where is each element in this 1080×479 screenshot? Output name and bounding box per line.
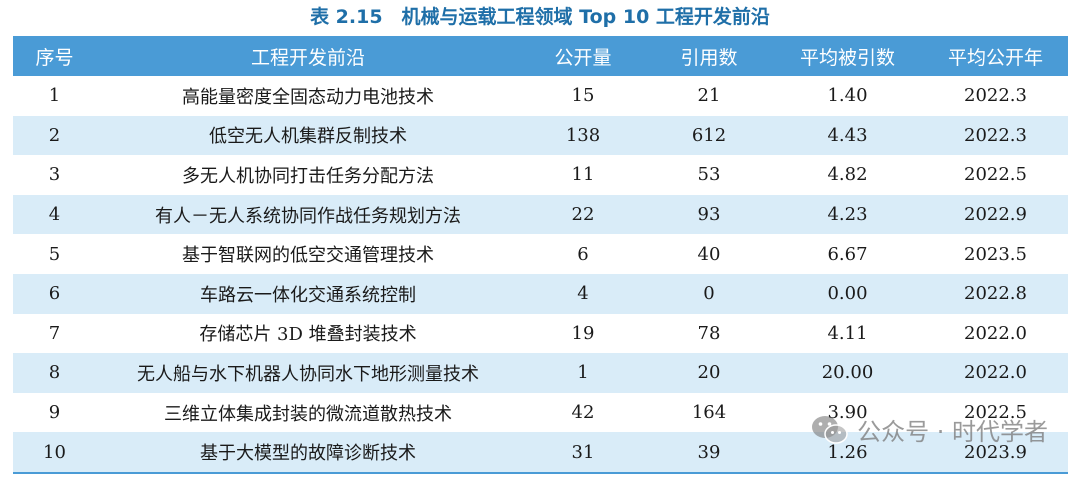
cell-topic: 无人船与水下机器人协同水下地形测量技术 [96,353,520,393]
table-row: 9 三维立体集成封装的微流道散热技术 42 164 3.90 2022.5 [13,393,1068,433]
cell-avg-year: 2022.3 [964,85,1027,107]
cell-rank: 9 [48,402,61,424]
table-row: 2 低空无人机集群反制技术 138 612 4.43 2022.3 [13,115,1068,156]
cell-avg-year: 2022.9 [923,194,1068,235]
cell-published: 11 [571,164,595,186]
cell-avg-year: 2022.8 [923,273,1068,314]
cell-topic: 车路云一体化交通系统控制 [96,273,520,314]
cell-avg-year: 2023.5 [964,243,1027,265]
cell-published: 19 [571,322,595,344]
cell-cited: 39 [646,432,772,474]
cell-avg-cited: 20.00 [772,353,923,393]
cell-published: 15 [571,85,595,107]
cell-cited: 53 [697,164,721,186]
cell-avg-year: 2022.5 [964,164,1027,186]
wechat-icon [812,415,848,444]
cell-published: 22 [520,194,646,235]
cell-avg-year: 2022.3 [923,115,1068,156]
cell-published: 6 [577,243,589,265]
cell-avg-cited: 4.43 [772,115,923,156]
cell-topic: 高能量密度全固态动力电池技术 [182,86,434,108]
cell-topic: 三维立体集成封装的微流道散热技术 [164,403,452,425]
cell-avg-cited: 1.40 [827,85,868,107]
cell-published: 31 [520,432,646,474]
header-published: 公开量 [520,36,646,76]
table-row: 5 基于智联网的低空交通管理技术 6 40 6.67 2023.5 [13,234,1068,274]
cell-rank: 6 [13,273,96,314]
table-row: 6 车路云一体化交通系统控制 4 0 0.00 2022.8 [13,273,1068,314]
cell-cited: 164 [691,402,727,424]
cell-published: 138 [520,115,646,156]
cell-avg-cited: 4.11 [827,322,868,344]
cell-cited: 20 [646,353,772,393]
cell-avg-cited: 1.26 [772,432,923,474]
cell-cited: 93 [646,194,772,235]
cell-cited: 40 [697,243,721,265]
cell-avg-cited: 4.23 [772,194,923,235]
cell-published: 42 [571,402,595,424]
cell-avg-cited: 6.67 [827,243,868,265]
cell-avg-cited: 4.82 [827,164,868,186]
cell-rank: 8 [13,353,96,393]
cell-published: 4 [520,273,646,314]
cell-topic: 存储芯片 3D 堆叠封装技术 [199,324,417,346]
cell-rank: 4 [13,194,96,235]
frontier-table: 序号 工程开发前沿 公开量 引用数 平均被引数 平均公开年 1 高能量密度全固态… [13,36,1068,474]
cell-rank: 1 [48,85,61,107]
cell-avg-year: 2023.9 [923,432,1068,474]
cell-cited: 0 [646,273,772,314]
header-cited: 引用数 [646,36,772,76]
table-row: 3 多无人机协同打击任务分配方法 11 53 4.82 2022.5 [13,155,1068,195]
header-topic: 工程开发前沿 [96,36,520,76]
table-row: 8 无人船与水下机器人协同水下地形测量技术 1 20 20.00 2022.0 [13,353,1068,393]
cell-cited: 78 [697,322,721,344]
cell-rank: 5 [48,243,61,265]
cell-avg-cited: 3.90 [827,402,868,424]
cell-avg-year: 2022.0 [964,322,1027,344]
watermark-text: 公众号 · 时代学者 [857,418,1048,446]
header-avg-cited: 平均被引数 [772,36,923,76]
cell-cited: 612 [646,115,772,156]
cell-avg-year: 2022.5 [964,402,1027,424]
cell-rank: 7 [48,322,61,344]
header-row: 序号 工程开发前沿 公开量 引用数 平均被引数 平均公开年 [13,36,1068,76]
cell-topic: 有人－无人系统协同作战任务规划方法 [96,194,520,235]
cell-avg-cited: 0.00 [772,273,923,314]
table-row: 7 存储芯片 3D 堆叠封装技术 19 78 4.11 2022.0 [13,314,1068,354]
cell-rank: 10 [13,432,96,474]
cell-topic: 基于智联网的低空交通管理技术 [182,245,434,267]
table-title: 表 2.15 机械与运载工程领域 Top 10 工程开发前沿 [310,6,770,28]
cell-rank: 3 [48,164,61,186]
cell-rank: 2 [13,115,96,156]
cell-cited: 21 [697,85,721,107]
header-rank: 序号 [13,36,96,76]
cell-topic: 低空无人机集群反制技术 [96,115,520,156]
cell-topic: 基于大模型的故障诊断技术 [96,432,520,474]
cell-topic: 多无人机协同打击任务分配方法 [182,165,434,187]
table-row: 10 基于大模型的故障诊断技术 31 39 1.26 2023.9 [13,432,1068,474]
cell-published: 1 [520,353,646,393]
table-row: 4 有人－无人系统协同作战任务规划方法 22 93 4.23 2022.9 [13,194,1068,235]
header-avg-year: 平均公开年 [923,36,1068,76]
table-row: 1 高能量密度全固态动力电池技术 15 21 1.40 2022.3 [13,76,1068,116]
watermark: 公众号 · 时代学者 [811,412,1048,447]
cell-avg-year: 2022.0 [923,353,1068,393]
